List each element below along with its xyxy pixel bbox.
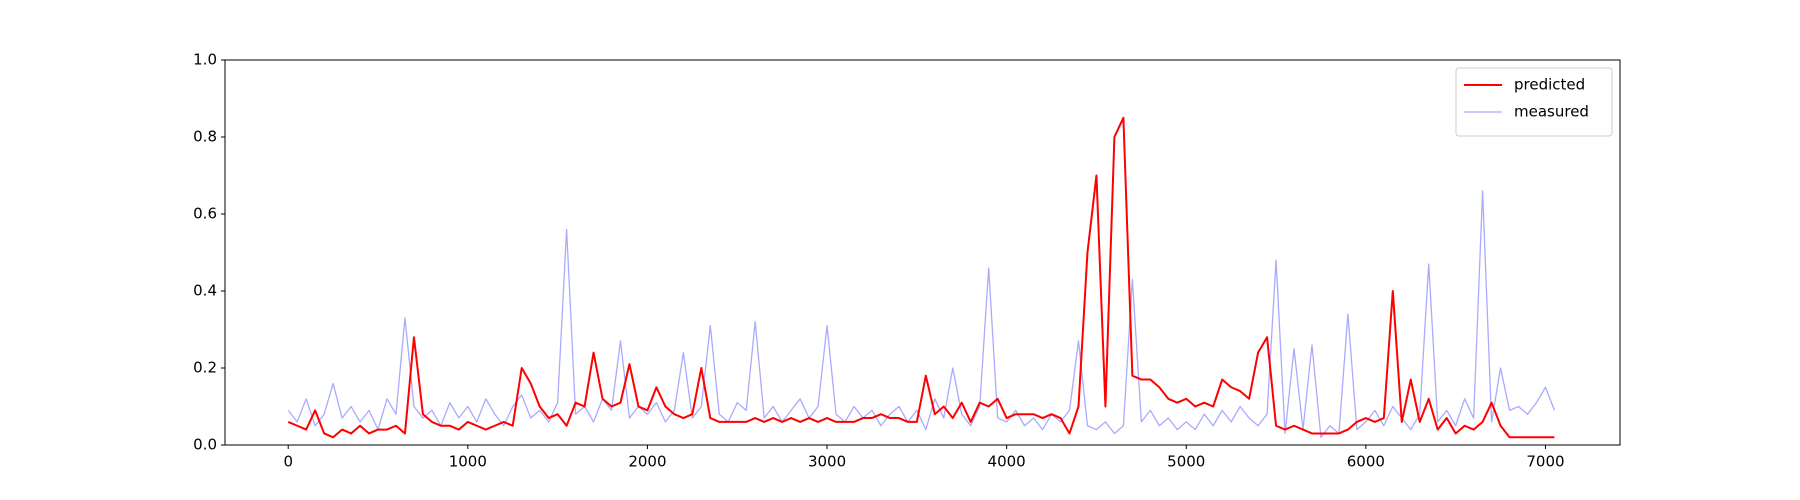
- series-line: [287, 116, 1555, 439]
- x-tick-label: 5000: [1167, 453, 1205, 471]
- x-tick-label: 4000: [988, 453, 1026, 471]
- y-tick-label: 0.0: [193, 436, 217, 454]
- x-tick-label: 1000: [449, 453, 487, 471]
- x-tick-label: 6000: [1347, 453, 1385, 471]
- plot-frame: [224, 59, 1621, 446]
- x-tick-label: 3000: [808, 453, 846, 471]
- x-tick-label: 2000: [628, 453, 666, 471]
- x-tick-label: 7000: [1526, 453, 1564, 471]
- x-tick-label: 0: [283, 453, 293, 471]
- y-tick-label: 0.4: [193, 282, 217, 300]
- y-tick-label: 1.0: [193, 51, 217, 69]
- legend-label: measured: [1514, 103, 1589, 121]
- y-tick-label: 0.2: [193, 359, 217, 377]
- y-tick-label: 0.6: [193, 205, 217, 223]
- legend-label: predicted: [1514, 76, 1585, 94]
- y-tick-label: 0.8: [193, 128, 217, 146]
- series-line: [287, 190, 1556, 438]
